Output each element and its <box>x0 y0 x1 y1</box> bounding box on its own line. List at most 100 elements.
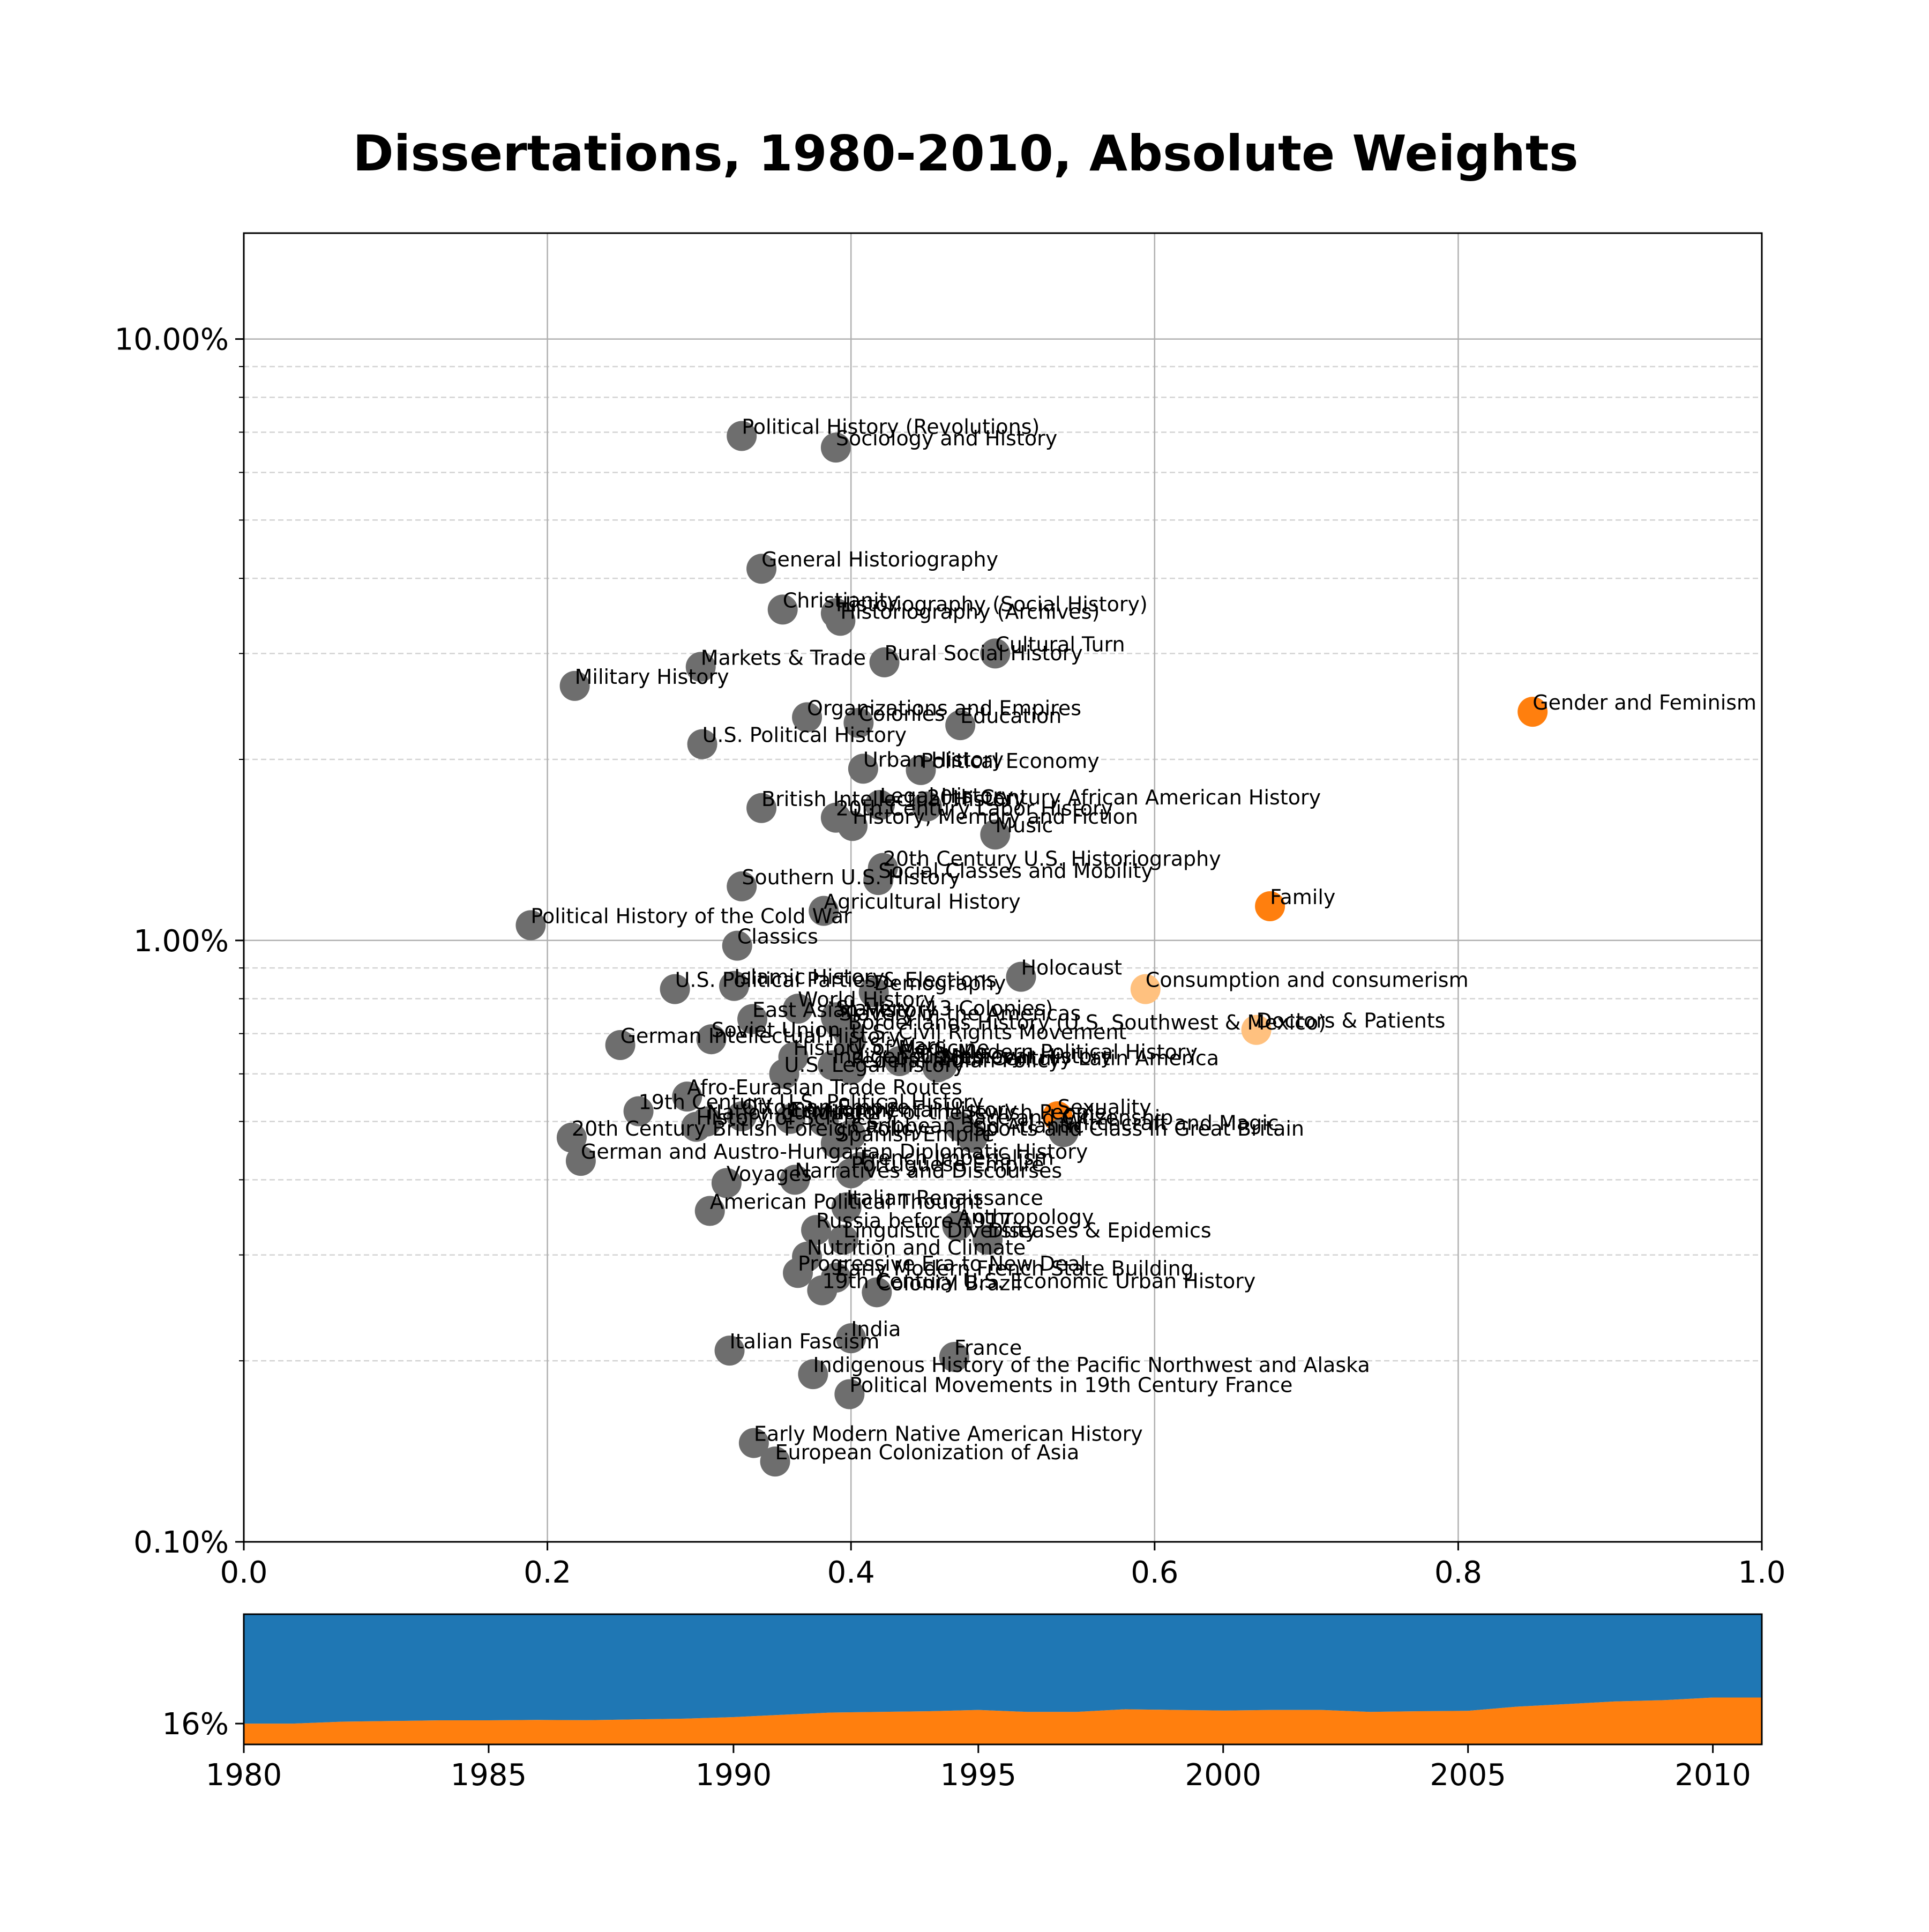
point-label: Italian Renaissance <box>847 1187 1043 1210</box>
scatter-point <box>809 1106 839 1137</box>
x-tick-label: 0.8 <box>1434 1555 1482 1590</box>
scatter-point <box>836 1323 866 1354</box>
area-x-tick-label: 1995 <box>940 1758 1017 1793</box>
scatter-plot-frame <box>243 232 1763 1543</box>
point-label: Political Movements in 19th Century Fran… <box>849 1373 1292 1397</box>
x-tick-label: 0.4 <box>827 1555 875 1590</box>
scatter-point <box>836 1158 866 1189</box>
scatter-point <box>807 1275 838 1306</box>
scatter-point <box>559 670 590 701</box>
point-label: Nation-building <box>707 1101 862 1124</box>
area-x-tick-label: 2010 <box>1674 1758 1751 1793</box>
point-label: Consumption and consumerism <box>1146 968 1469 992</box>
point-label: Medieval History <box>942 1045 1112 1068</box>
point-label: Military History <box>575 665 729 689</box>
scatter-point <box>831 1192 862 1222</box>
y-tick-label: 10.00% <box>114 323 229 357</box>
scatter-point <box>767 594 798 625</box>
point-label: Southern U.S. History <box>742 866 960 889</box>
area-y-tick-label: 16% <box>162 1707 229 1742</box>
scatter-point <box>737 1004 768 1034</box>
area-x-tick-label: 2000 <box>1185 1758 1261 1793</box>
scatter-point <box>820 1128 851 1159</box>
point-label: History, Memory and Fiction <box>853 805 1138 829</box>
x-tick-label: 0.6 <box>1131 1555 1178 1590</box>
point-label: 20th Century British Foreign Policy <box>572 1117 924 1140</box>
area-x-tick-label: 1990 <box>696 1758 772 1793</box>
scatter-point <box>746 554 777 584</box>
area-plot <box>244 1614 1762 1744</box>
scatter-point <box>863 865 894 896</box>
point-label: Political History of the Cold War <box>530 904 852 928</box>
scatter-point <box>862 1277 892 1308</box>
scatter-point <box>722 930 752 961</box>
scatter-point <box>825 606 856 636</box>
scatter-point <box>727 421 757 451</box>
point-label: Demography <box>874 972 1006 995</box>
scatter-point <box>515 910 546 941</box>
scatter-point <box>623 1096 654 1127</box>
point-label: Anthropology <box>958 1205 1094 1229</box>
point-label: Markets & Trade <box>701 646 866 669</box>
scatter-point <box>884 1046 915 1076</box>
scatter-point <box>801 1215 832 1245</box>
scatter-point <box>843 707 874 738</box>
scatter-point <box>1255 891 1285 921</box>
point-label: General Historiography <box>761 548 998 571</box>
point-label: Urban History <box>863 748 1004 771</box>
scatter-point <box>556 1122 587 1153</box>
point-label: Race and Citizenship <box>960 1106 1173 1129</box>
point-label: Spanish Empire <box>836 1122 995 1146</box>
scatter-point <box>792 702 823 733</box>
point-label: British Intellectual History <box>761 787 1026 811</box>
scatter-point <box>828 1225 859 1255</box>
point-label: Family <box>1270 885 1335 909</box>
point-label: Diseases & Epidemics <box>988 1219 1211 1242</box>
scatter-point <box>922 1052 953 1083</box>
point-label: Ottoman Empire <box>742 1095 909 1119</box>
point-label: Political History (Revolutions) <box>742 415 1040 438</box>
point-label: 20th Century Latin America <box>938 1047 1219 1070</box>
y-tick-label: 0.10% <box>133 1525 229 1560</box>
point-label: France <box>954 1336 1022 1360</box>
point-label: Education <box>960 704 1061 728</box>
scatter-point <box>848 754 878 784</box>
point-label: History of Science <box>696 1106 880 1129</box>
scatter-point <box>906 755 936 785</box>
scatter-point <box>973 1225 1003 1255</box>
area-plot-frame <box>243 1613 1763 1745</box>
point-label: Afro-Eurasian Trade Routes <box>687 1076 962 1099</box>
point-label: U.S. Wars <box>848 1034 946 1058</box>
scatter-point <box>820 432 851 463</box>
scatter-point <box>660 974 690 1004</box>
scatter-point <box>809 896 839 926</box>
scatter-point <box>1006 961 1036 992</box>
scatter-point <box>945 710 976 741</box>
point-label: Early Modern French State Building <box>836 1257 1194 1280</box>
area-x-tick-label: 1980 <box>206 1758 282 1793</box>
scatter-point <box>738 1428 769 1458</box>
scatter-point <box>672 1081 702 1112</box>
point-label: Borderlands History (U.S. Southwest & Me… <box>848 1011 1326 1034</box>
point-label: India <box>851 1317 901 1341</box>
scatter-point <box>714 1336 745 1366</box>
scatter-point <box>939 1341 969 1372</box>
scatter-point <box>711 1168 742 1198</box>
point-label: Environmental History <box>790 1098 1018 1122</box>
scatter-point <box>605 1030 635 1060</box>
point-label: Early Modern Native American History <box>754 1422 1143 1446</box>
point-label: History of the Jewish People <box>824 1101 1107 1124</box>
scatter-labels: Political History (Revolutions)Sociology… <box>530 415 1756 1464</box>
chart-title: Dissertations, 1980-2010, Absolute Weigh… <box>353 125 1578 182</box>
point-label: Narratives and Discourses <box>795 1159 1062 1182</box>
point-label: Indigenous History of the Pacific Northw… <box>813 1353 1370 1377</box>
point-label: Federal Indian Policy <box>851 1049 1060 1072</box>
scatter-point <box>980 819 1011 850</box>
point-label: Sports and Class in Great Britain <box>973 1117 1304 1140</box>
scatter-point <box>685 652 716 682</box>
point-label: Soviet Union <box>712 1018 841 1042</box>
area-axes: 1980 1985 1990 1995 2000 2005 2010 16% <box>162 1707 1751 1793</box>
point-label: 20th Century Labor History <box>836 797 1113 820</box>
scatter-point <box>694 1196 725 1226</box>
x-tick-label: 1.0 <box>1738 1555 1785 1590</box>
